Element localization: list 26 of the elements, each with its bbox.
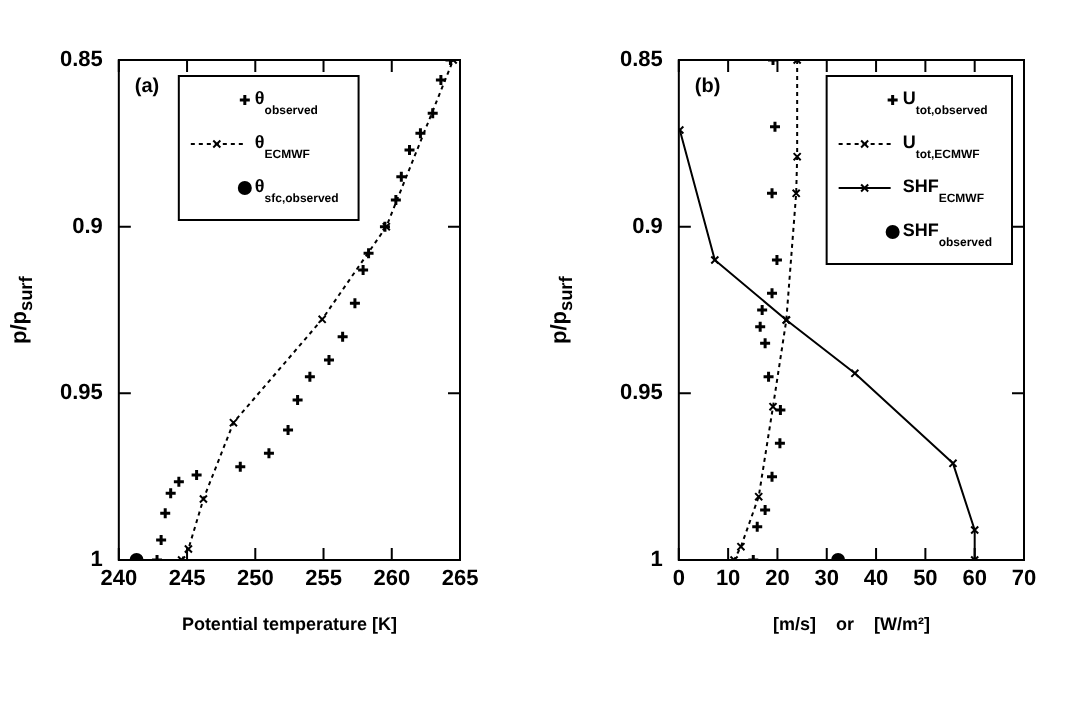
y-tick-label: 1 [90, 548, 103, 573]
y-tick-label: 0.85 [59, 48, 103, 73]
x-tick-label: 50 [913, 567, 938, 592]
x-tick-label: 70 [1011, 567, 1037, 592]
x-axis-title: Potential temperature [K] [181, 614, 397, 635]
x-tick-label: 20 [765, 567, 790, 592]
y-tick-label: 0.95 [619, 381, 663, 406]
x-tick-label: 60 [962, 567, 987, 592]
x-tick-label: 240 [100, 567, 138, 592]
x-tick-label: 255 [305, 567, 342, 592]
x-tick-label: 260 [373, 567, 411, 592]
x-tick-label: 40 [863, 567, 889, 592]
x-tick-label: 0 [672, 567, 685, 592]
y-tick-label: 1 [650, 548, 663, 573]
y-tick-label: 0.85 [619, 48, 663, 73]
x-axis-title: [m/s] or [W/m²] [772, 614, 930, 635]
x-tick-label: 250 [236, 567, 274, 592]
x-tick-label: 245 [168, 567, 206, 592]
x-tick-label: 265 [441, 567, 479, 592]
x-tick-label: 10 [715, 567, 741, 592]
x-tick-label: 30 [814, 567, 839, 592]
y-tick-label: 0.9 [632, 214, 663, 239]
annotation: (a) [134, 75, 160, 98]
y-tick-label: 0.9 [72, 214, 103, 239]
annotation: (b) [694, 75, 721, 98]
y-tick-label: 0.95 [59, 381, 103, 406]
